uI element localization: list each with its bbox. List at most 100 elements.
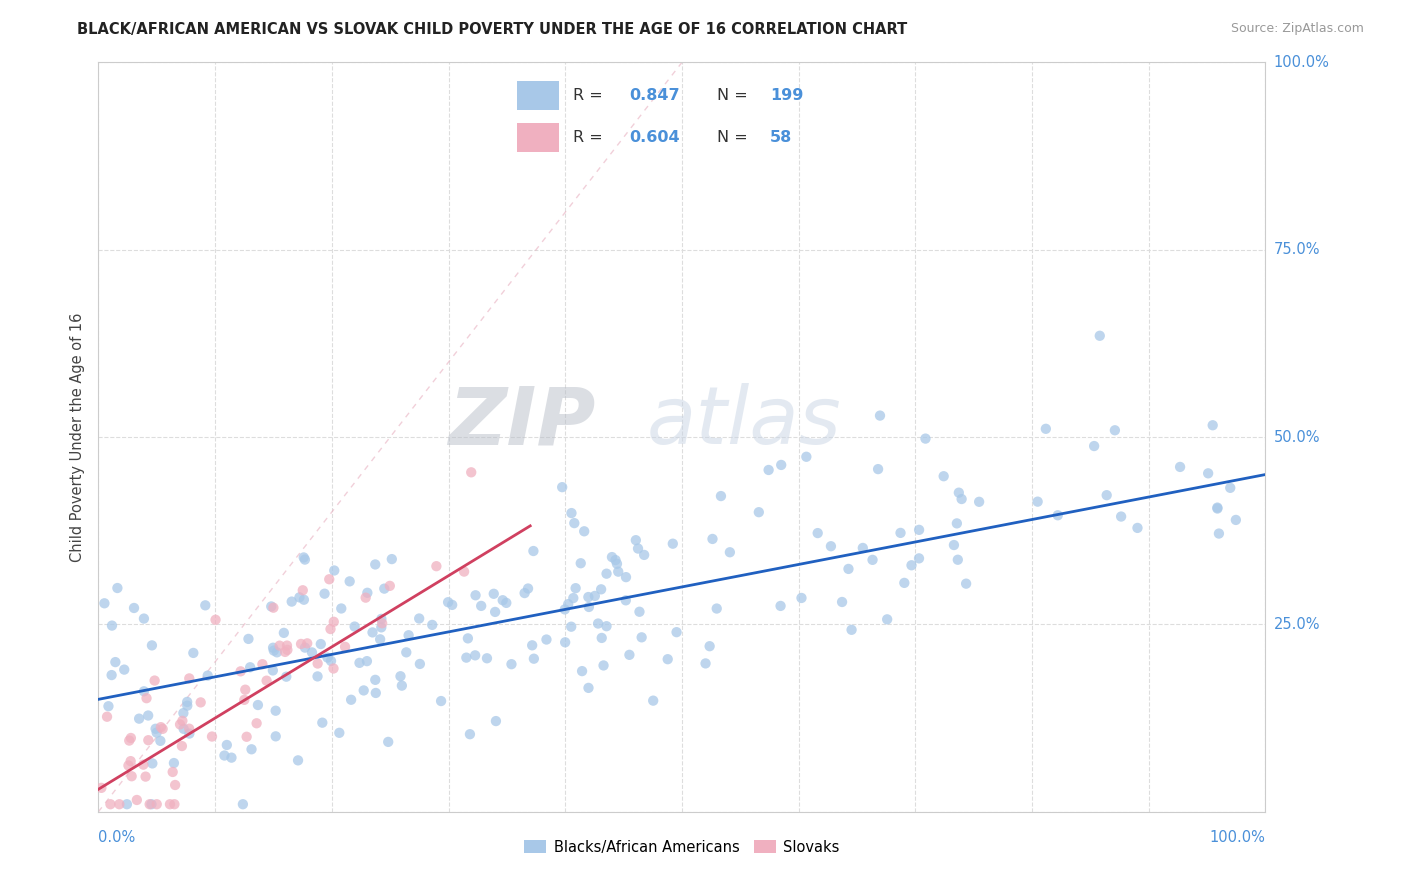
Point: [190, 695, 212, 709]
Point: [475, 651, 498, 665]
Point: [145, 722, 167, 736]
Point: [523, 651, 546, 665]
Point: [149, 734, 172, 748]
Text: 50.0%: 50.0%: [1274, 430, 1320, 444]
Point: [578, 681, 600, 695]
Point: [233, 682, 256, 697]
Point: [233, 693, 256, 707]
Text: N =: N =: [717, 88, 754, 103]
Point: [276, 639, 298, 653]
Point: [291, 583, 314, 598]
Point: [176, 698, 198, 713]
Point: [706, 601, 728, 615]
Point: [294, 640, 316, 655]
Point: [495, 596, 517, 610]
Point: [354, 591, 377, 605]
Point: [893, 575, 915, 590]
Point: [143, 673, 166, 688]
Point: [314, 587, 336, 601]
Point: [482, 587, 505, 601]
Point: [343, 619, 366, 633]
Point: [333, 640, 356, 654]
Point: [408, 611, 430, 625]
Point: [554, 635, 576, 649]
Point: [356, 586, 378, 600]
Point: [149, 720, 172, 734]
Point: [464, 648, 486, 663]
Point: [852, 541, 875, 555]
Point: [179, 672, 201, 686]
Point: [100, 797, 122, 812]
Point: [125, 793, 148, 807]
Point: [1208, 526, 1230, 541]
Point: [221, 750, 243, 764]
Point: [769, 599, 792, 613]
Point: [967, 495, 990, 509]
Point: [501, 657, 523, 672]
Point: [820, 539, 842, 553]
Point: [204, 613, 226, 627]
Point: [162, 764, 184, 779]
Point: [592, 658, 614, 673]
Point: [246, 716, 269, 731]
Point: [395, 645, 418, 659]
Point: [522, 544, 544, 558]
Point: [551, 480, 574, 494]
Point: [614, 570, 637, 584]
Point: [908, 523, 931, 537]
Point: [1026, 494, 1049, 508]
Text: Source: ZipAtlas.com: Source: ZipAtlas.com: [1230, 22, 1364, 36]
Point: [748, 505, 770, 519]
Point: [710, 489, 733, 503]
Point: [869, 409, 891, 423]
Point: [353, 683, 375, 698]
Point: [301, 645, 323, 659]
Point: [560, 620, 582, 634]
Point: [145, 725, 167, 739]
Y-axis label: Child Poverty Under the Age of 16: Child Poverty Under the Age of 16: [70, 312, 86, 562]
Point: [101, 618, 124, 632]
Point: [311, 715, 333, 730]
Point: [361, 625, 384, 640]
FancyBboxPatch shape: [517, 123, 560, 152]
Point: [159, 797, 181, 812]
Point: [1046, 508, 1069, 523]
Text: 25.0%: 25.0%: [1274, 617, 1320, 632]
Point: [169, 717, 191, 731]
Point: [1095, 488, 1118, 502]
Point: [274, 645, 297, 659]
Point: [437, 595, 460, 609]
Point: [557, 597, 579, 611]
Point: [135, 770, 157, 784]
Point: [132, 611, 155, 625]
Point: [492, 593, 515, 607]
Text: 100.0%: 100.0%: [1274, 55, 1330, 70]
Point: [194, 599, 217, 613]
Point: [179, 726, 201, 740]
Point: [292, 550, 315, 565]
Point: [942, 538, 965, 552]
Point: [614, 593, 637, 607]
Point: [377, 735, 399, 749]
Point: [460, 465, 482, 479]
Point: [152, 722, 174, 736]
Point: [371, 616, 394, 631]
Point: [914, 432, 936, 446]
Point: [378, 579, 401, 593]
Text: 0.0%: 0.0%: [98, 830, 135, 846]
Point: [294, 552, 316, 566]
Point: [370, 620, 392, 634]
Point: [96, 710, 118, 724]
Point: [287, 753, 309, 767]
Point: [90, 780, 112, 795]
Point: [430, 694, 453, 708]
Point: [569, 556, 592, 570]
Point: [591, 582, 613, 597]
Point: [364, 686, 387, 700]
Point: [201, 730, 224, 744]
Point: [172, 714, 194, 728]
Point: [702, 532, 724, 546]
Point: [571, 664, 593, 678]
Point: [235, 730, 257, 744]
Point: [266, 645, 288, 659]
